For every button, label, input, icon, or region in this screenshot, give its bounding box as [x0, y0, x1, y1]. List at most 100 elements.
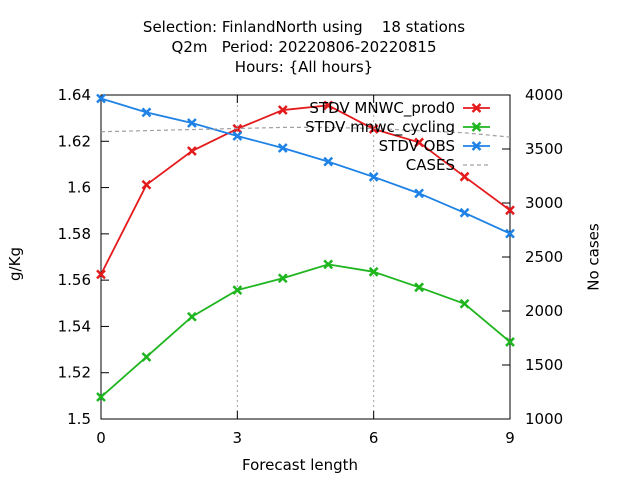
marker-stroke — [277, 273, 288, 284]
marker-stroke — [96, 392, 106, 402]
data-point — [459, 171, 470, 182]
data-point — [96, 392, 106, 402]
marker-stroke — [471, 103, 482, 113]
data-point — [323, 259, 334, 270]
title-line-1: Selection: FinlandNorth using 18 station… — [142, 18, 466, 36]
marker-stroke — [96, 269, 106, 280]
marker-stroke — [459, 171, 470, 182]
marker-stroke — [277, 143, 288, 153]
y-tick-label: 1.58 — [58, 225, 91, 243]
legend-entry: STDV OBS — [379, 137, 490, 155]
data-point — [277, 143, 288, 153]
data-point — [187, 146, 197, 156]
data-point — [368, 266, 379, 277]
series-layer — [96, 93, 515, 402]
marker-stroke — [232, 285, 243, 295]
marker-stroke — [505, 337, 515, 347]
data-point — [505, 228, 515, 239]
y-tick-label: 1.5 — [67, 410, 91, 428]
data-point — [368, 124, 379, 134]
legend-marker — [471, 103, 482, 113]
data-point — [187, 311, 197, 322]
y-tick-label: 1.6 — [67, 179, 91, 197]
marker-stroke — [368, 124, 379, 134]
data-point — [96, 93, 106, 104]
marker-stroke — [368, 172, 379, 182]
marker-stroke — [232, 131, 243, 141]
legend-label: STDV mnwc_cycling — [305, 118, 455, 137]
data-point — [141, 352, 152, 362]
data-point — [459, 207, 470, 218]
data-point — [368, 172, 379, 182]
series-cases — [100, 126, 511, 138]
marker-stroke — [96, 93, 106, 104]
y-tick-label: 1.64 — [58, 86, 91, 104]
marker-stroke — [414, 137, 424, 148]
data-point — [414, 282, 424, 293]
marker-stroke — [414, 188, 424, 199]
data-point — [141, 107, 152, 118]
marker-stroke — [471, 141, 482, 151]
marker-stroke — [141, 352, 152, 362]
marker-stroke — [471, 122, 482, 132]
legend-label: CASES — [406, 156, 455, 174]
y2-tick-label: 4000 — [525, 86, 563, 104]
marker-stroke — [277, 105, 288, 115]
y2-tick-label: 2500 — [525, 248, 563, 266]
marker-stroke — [323, 100, 334, 111]
x-tick-label: 9 — [505, 429, 515, 447]
x-axis-title: Forecast length — [242, 456, 359, 474]
series-stdv-mnwc-cycling — [96, 259, 515, 402]
legend-entry: STDV MNWC_prod0 — [309, 99, 490, 118]
data-point — [505, 205, 515, 216]
y2-axis-title: No cases — [584, 223, 603, 291]
marker-stroke — [141, 107, 152, 118]
data-point — [414, 188, 424, 199]
data-point — [96, 269, 106, 280]
marker-stroke — [323, 259, 334, 270]
legend-label: STDV OBS — [379, 137, 455, 155]
x-tick-label: 3 — [233, 429, 243, 447]
marker-stroke — [141, 179, 152, 190]
grid — [236, 95, 375, 419]
data-point — [414, 137, 424, 148]
series-stdv-mnwc-prod0 — [96, 100, 515, 280]
marker-stroke — [187, 311, 197, 322]
legend-entry: CASES — [406, 156, 490, 174]
marker-stroke — [459, 207, 470, 218]
data-point — [459, 298, 470, 309]
y-axis-title: g/Kg — [5, 247, 24, 281]
marker-stroke — [323, 156, 334, 167]
legend-entry: STDV mnwc_cycling — [305, 118, 490, 137]
series-line — [100, 263, 511, 398]
y2-tick-label: 3500 — [525, 140, 563, 158]
data-point — [141, 179, 152, 190]
legend-label: STDV MNWC_prod0 — [309, 99, 455, 118]
marker-stroke — [459, 298, 470, 309]
data-point — [187, 118, 197, 128]
series-line — [100, 97, 511, 235]
x-tick-label: 6 — [369, 429, 379, 447]
y-tick-label: 1.62 — [58, 132, 91, 150]
axis-ticks: 1.5 1.52 1.54 1.56 1.58 1.6 1.62 1.64 1000 1500 20… — [58, 86, 564, 447]
data-point — [323, 100, 334, 111]
y2-tick-label: 3000 — [525, 194, 563, 212]
y2-tick-label: 1500 — [525, 356, 563, 374]
data-point — [323, 156, 334, 167]
marker-stroke — [187, 118, 197, 128]
y-tick-label: 1.56 — [58, 271, 91, 289]
series-stdv-obs — [96, 93, 515, 239]
series-line — [100, 104, 511, 275]
marker-stroke — [187, 146, 197, 156]
data-point — [232, 285, 243, 295]
x-tick-label: 0 — [96, 429, 106, 447]
marker-stroke — [505, 205, 515, 216]
data-point — [277, 105, 288, 115]
marker-stroke — [414, 282, 424, 293]
data-point — [505, 337, 515, 347]
legend-marker — [471, 122, 482, 132]
title-line-2: Q2m Period: 20220806-20220815 — [171, 38, 437, 56]
y2-tick-label: 2000 — [525, 302, 563, 320]
